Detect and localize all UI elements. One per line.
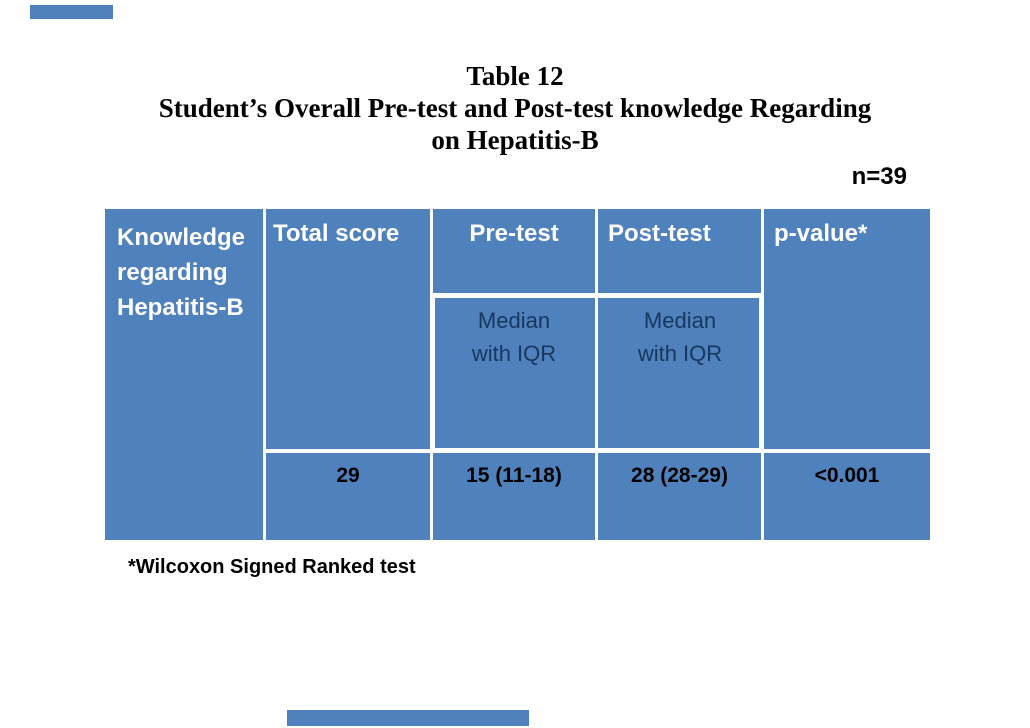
results-table: Knowledge regarding Hepatitis-B Total sc… <box>105 209 930 540</box>
title-line-1: Table 12 <box>466 61 564 91</box>
title-line-3: on Hepatitis-B <box>431 125 599 155</box>
header-pretest: Pre-test <box>469 220 559 247</box>
header-pvalue: p-value* <box>774 220 868 247</box>
cell-posttest-value: 28 (28-29) <box>631 464 728 487</box>
header-total-score: Total score <box>273 220 400 247</box>
subheader-posttest-median: Median with IQR <box>637 308 723 366</box>
median-box-border <box>430 293 764 453</box>
subheader-pretest-median: Median with IQR <box>471 308 557 366</box>
cell-total-score: 29 <box>336 464 360 487</box>
top-left-accent-bar <box>30 5 113 19</box>
sample-size-label: n=39 <box>851 163 907 190</box>
header-posttest: Post-test <box>608 220 711 247</box>
table-column-border <box>263 209 266 540</box>
footnote: *Wilcoxon Signed Ranked test <box>128 556 416 578</box>
title-line-2: Student’s Overall Pre-test and Post-test… <box>158 93 872 123</box>
header-knowledge: Knowledge regarding Hepatitis-B <box>117 224 246 321</box>
table-column-border <box>595 209 598 540</box>
cell-pretest-value: 15 (11-18) <box>466 464 562 487</box>
table-title: Table 12 Student’s Overall Pre-test and … <box>0 60 1030 156</box>
cell-pvalue: <0.001 <box>814 464 880 487</box>
bottom-accent-bar <box>287 710 529 726</box>
